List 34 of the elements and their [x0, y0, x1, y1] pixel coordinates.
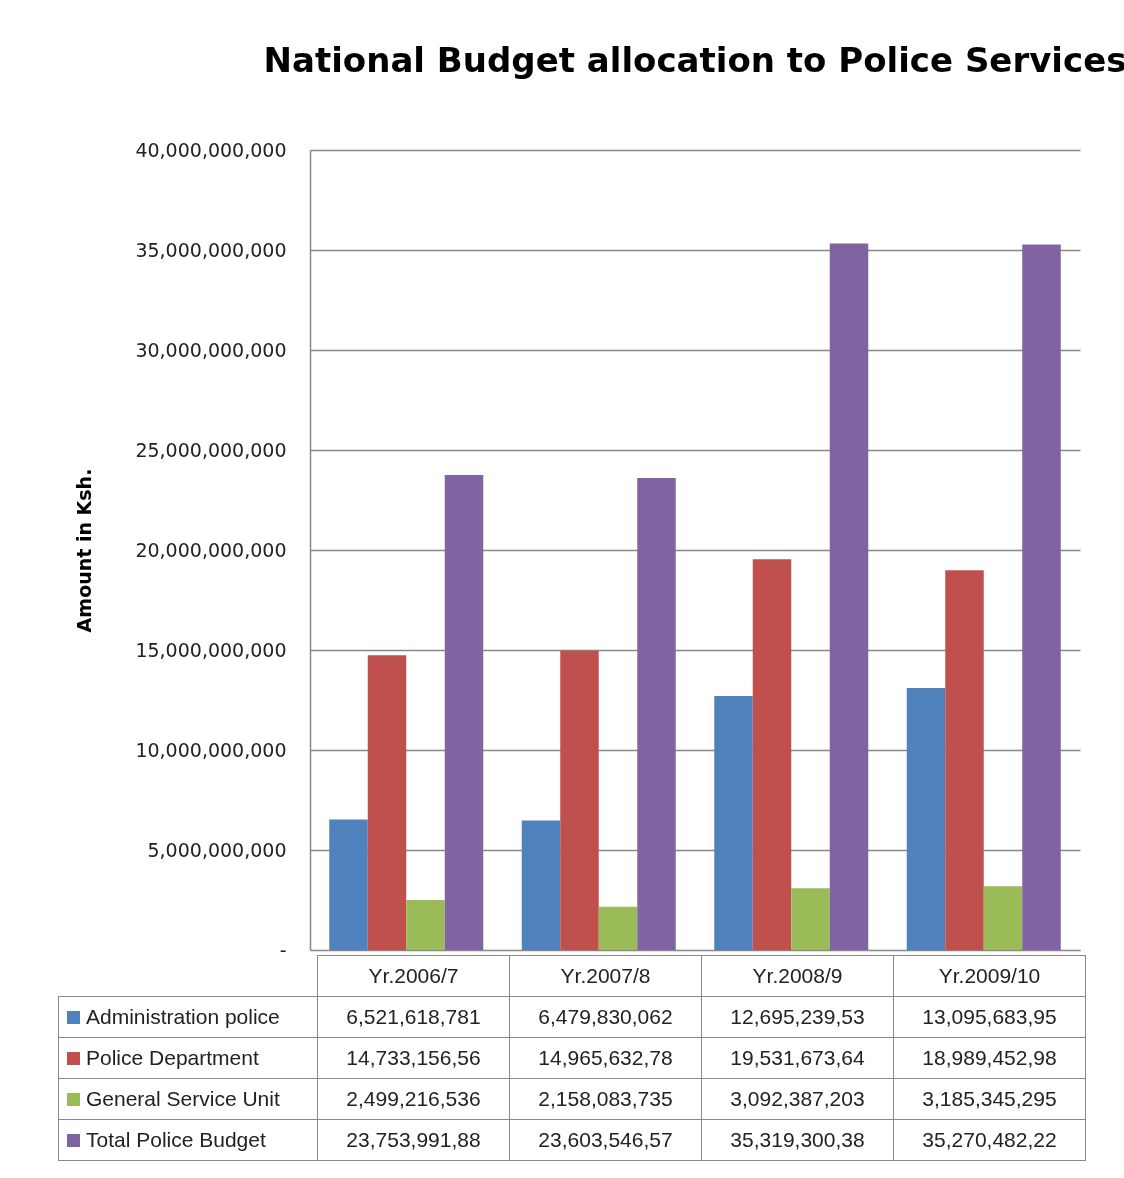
x-tick-label: Yr.2006/7	[317, 955, 510, 997]
y-tick-label: 10,000,000,000	[135, 738, 287, 761]
data-label: 12,695,239,53	[701, 996, 894, 1038]
legend-label: General Service Unit	[58, 1078, 318, 1120]
x-tick-label: Yr.2008/9	[701, 955, 894, 997]
y-tick-label: 5,000,000,000	[147, 838, 287, 861]
data-label: 35,319,300,38	[701, 1119, 894, 1161]
y-tick-label: 20,000,000,000	[135, 538, 287, 561]
data-label: 3,185,345,295	[893, 1078, 1086, 1120]
y-tick-label: 15,000,000,000	[135, 638, 287, 661]
data-label: 3,092,387,203	[701, 1078, 894, 1120]
legend-label: Police Department	[58, 1037, 318, 1079]
data-label: 14,733,156,56	[317, 1037, 510, 1079]
data-label: 6,479,830,062	[509, 996, 702, 1038]
y-tick-label: -	[279, 938, 287, 961]
data-label: 6,521,618,781	[317, 996, 510, 1038]
data-label: 13,095,683,95	[893, 996, 1086, 1038]
data-label: 2,499,216,536	[317, 1078, 510, 1120]
y-tick-label: 40,000,000,000	[135, 138, 287, 161]
data-label: 19,531,673,64	[701, 1037, 894, 1079]
legend-label: Total Police Budget	[58, 1119, 318, 1161]
data-label: 23,753,991,88	[317, 1119, 510, 1161]
data-label: 2,158,083,735	[509, 1078, 702, 1120]
y-axis-title: Amount in Ksh.	[73, 468, 96, 633]
x-tick-label: Yr.2009/10	[893, 955, 1086, 997]
x-tick-label: Yr.2007/8	[509, 955, 702, 997]
y-tick-label: 35,000,000,000	[135, 238, 287, 261]
data-label: 35,270,482,22	[893, 1119, 1086, 1161]
legend-label: Administration police	[58, 996, 318, 1038]
data-label: 23,603,546,57	[509, 1119, 702, 1161]
y-tick-label: 30,000,000,000	[135, 338, 287, 361]
data-label: 18,989,452,98	[893, 1037, 1086, 1079]
data-label: 14,965,632,78	[509, 1037, 702, 1079]
y-tick-label: 25,000,000,000	[135, 438, 287, 461]
